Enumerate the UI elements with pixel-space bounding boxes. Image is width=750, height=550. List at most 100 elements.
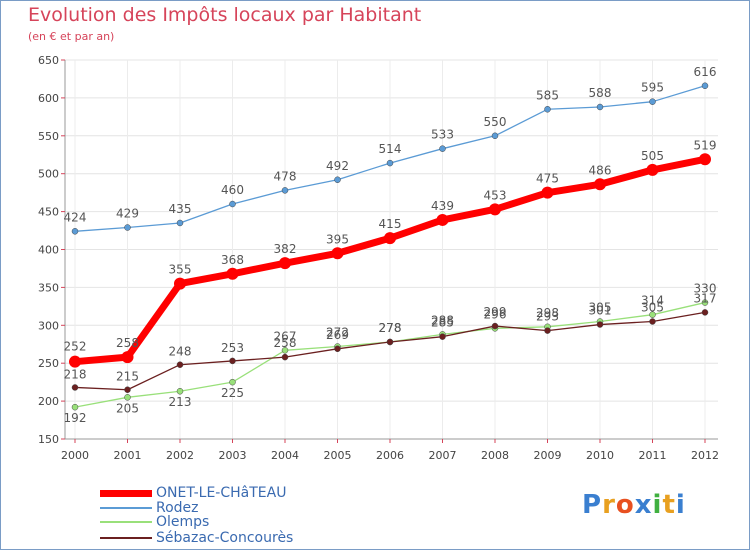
data-point — [699, 153, 711, 166]
legend-swatch-rodez — [100, 507, 152, 509]
data-point — [281, 347, 289, 354]
x-tick-label: 2008 — [481, 449, 509, 462]
data-label: 514 — [379, 142, 402, 156]
legend-item-sebazac: Sébazac-Concourès — [100, 530, 293, 546]
data-label: 585 — [536, 88, 559, 102]
data-point — [281, 187, 289, 194]
y-tick-label: 200 — [38, 395, 59, 408]
legend-swatch-onet — [100, 489, 152, 497]
data-point — [646, 163, 659, 176]
x-tick-label: 2011 — [639, 449, 667, 462]
data-point — [701, 309, 709, 316]
x-tick-label: 2003 — [219, 449, 247, 462]
data-label: 330 — [694, 282, 717, 296]
legend-label-sebazac: Sébazac-Concourès — [156, 530, 294, 546]
data-label: 368 — [221, 253, 244, 267]
data-label: 519 — [694, 138, 717, 152]
data-point — [176, 387, 184, 395]
y-tick-label: 600 — [38, 92, 59, 105]
data-point — [124, 394, 131, 401]
y-tick-label: 500 — [38, 168, 59, 181]
y-tick-label: 300 — [38, 319, 59, 332]
x-tick-label: 2000 — [61, 449, 89, 462]
legend-swatch-olemps — [100, 521, 152, 523]
y-tick-label: 650 — [38, 54, 59, 67]
data-label: 492 — [326, 159, 349, 173]
data-point — [489, 203, 501, 216]
data-point — [229, 200, 236, 208]
logo-letter: P — [582, 490, 603, 520]
data-label: 435 — [169, 202, 192, 216]
data-label: 225 — [221, 386, 244, 400]
data-point — [174, 277, 186, 290]
chart-subtitle: (en € et par an) — [28, 30, 115, 43]
data-label: 355 — [169, 263, 192, 277]
chart-title: Evolution des Impôts locaux par Habitant — [28, 4, 422, 26]
data-label: 595 — [641, 81, 664, 95]
x-tick-label: 2009 — [534, 449, 562, 462]
legend-item-onet: ONET-LE-CHâTEAU — [100, 485, 286, 501]
data-label: 550 — [484, 115, 507, 129]
data-point — [439, 333, 446, 340]
data-label: 533 — [431, 128, 454, 142]
data-label: 285 — [431, 316, 454, 330]
x-tick-label: 2006 — [376, 449, 404, 462]
proxiti-logo: Proxiti — [582, 490, 686, 520]
data-point — [334, 176, 341, 184]
data-label: 248 — [169, 345, 192, 359]
data-label: 288 — [431, 313, 454, 327]
legend-item-rodez: Rodez — [100, 500, 199, 516]
data-point — [124, 224, 131, 231]
data-label: 205 — [116, 401, 139, 415]
logo-letter: i — [675, 490, 686, 520]
legend-swatch-sebazac — [100, 537, 152, 539]
data-point — [124, 386, 131, 393]
data-point — [176, 361, 184, 368]
data-point — [176, 219, 184, 227]
data-label: 299 — [484, 305, 507, 319]
data-label: 293 — [536, 310, 559, 324]
data-label: 382 — [274, 242, 297, 256]
data-label: 429 — [116, 207, 139, 221]
data-label: 258 — [274, 336, 297, 350]
data-label: 267 — [274, 329, 297, 343]
data-label: 252 — [64, 340, 87, 354]
y-tick-label: 250 — [38, 357, 59, 370]
data-label: 314 — [641, 294, 664, 308]
logo-letter: x — [634, 490, 653, 520]
x-tick-label: 2004 — [271, 449, 299, 462]
data-label: 213 — [169, 395, 192, 409]
data-point — [229, 357, 236, 365]
data-point — [541, 186, 554, 199]
data-label: 272 — [326, 326, 349, 340]
data-label: 278 — [379, 321, 402, 335]
data-point — [491, 322, 499, 330]
y-tick-label: 350 — [38, 281, 59, 294]
data-point — [649, 311, 656, 318]
data-point — [331, 247, 344, 260]
data-label: 278 — [379, 321, 402, 335]
data-point — [386, 159, 394, 167]
data-point — [384, 232, 396, 245]
data-label: 192 — [64, 411, 87, 425]
legend-label-olemps: Olemps — [156, 514, 210, 530]
data-label: 475 — [536, 172, 559, 186]
data-point — [649, 98, 656, 105]
legend-label-rodez: Rodez — [156, 500, 199, 516]
data-label: 395 — [326, 232, 349, 246]
data-point — [436, 213, 449, 226]
data-label: 460 — [221, 183, 244, 197]
data-point — [596, 103, 604, 111]
y-tick-label: 550 — [38, 130, 59, 143]
data-label: 305 — [589, 301, 612, 315]
data-point — [281, 353, 289, 361]
data-label: 616 — [694, 65, 717, 79]
data-label: 588 — [589, 86, 612, 100]
data-point — [386, 338, 394, 346]
x-tick-label: 2010 — [586, 449, 614, 462]
data-point — [596, 321, 604, 328]
data-point — [544, 327, 551, 334]
data-label: 486 — [589, 163, 612, 177]
x-tick-label: 2012 — [691, 449, 719, 462]
data-label: 296 — [484, 307, 507, 321]
